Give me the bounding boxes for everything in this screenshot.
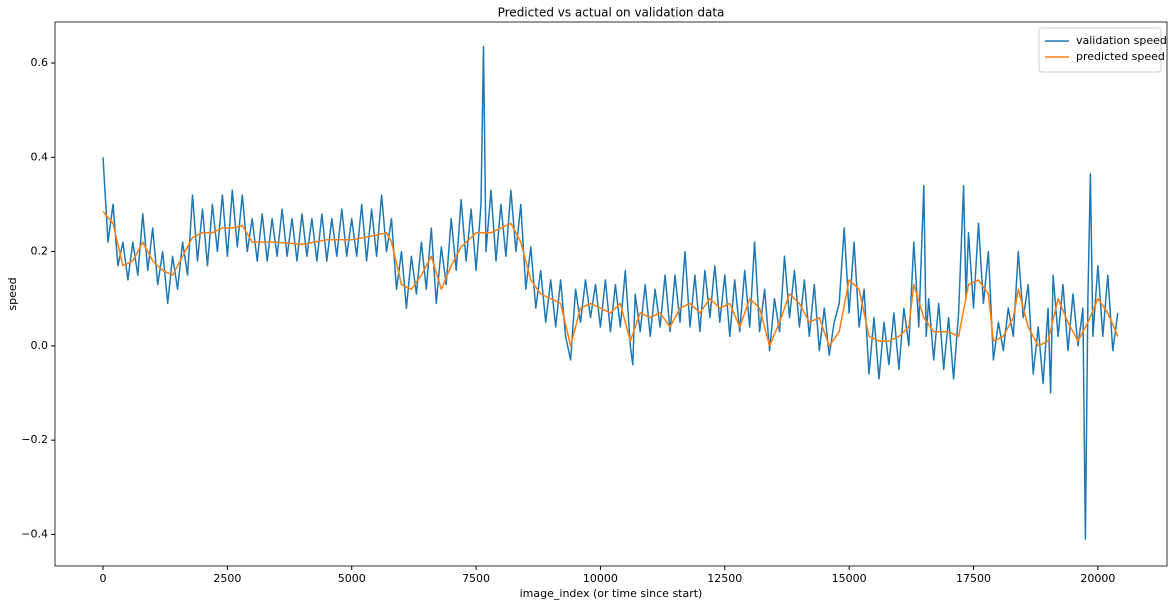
legend-box: [1038, 27, 1162, 73]
x-tick-label: 10000: [583, 572, 618, 585]
x-tick-label: 5000: [338, 572, 366, 585]
y-tick-label: 0.0: [31, 339, 49, 352]
x-tick-label: 0: [100, 572, 107, 585]
x-axis-label: image_index (or time since start): [520, 587, 703, 600]
y-axis-label: speed: [6, 277, 19, 310]
series-line: [102, 211, 1119, 347]
y-tick-label: 0.2: [31, 245, 49, 258]
x-tick-label: 15000: [832, 572, 867, 585]
x-tick-label: 17500: [956, 572, 991, 585]
x-tick-label: 12500: [707, 572, 742, 585]
legend-label: validation speed: [1076, 34, 1167, 47]
legend-label: predicted speed: [1076, 50, 1165, 63]
y-tick-label: 0.4: [31, 150, 49, 163]
x-tick-label: 7500: [462, 572, 490, 585]
y-tick-label: −0.4: [21, 527, 48, 540]
series-line: [102, 45, 1119, 540]
plot-frame: [54, 21, 1168, 567]
y-tick-label: −0.2: [21, 433, 48, 446]
x-tick-label: 2500: [213, 572, 241, 585]
chart-title: Predicted vs actual on validation data: [498, 6, 725, 20]
y-tick-label: 0.6: [31, 56, 49, 69]
x-tick-label: 20000: [1080, 572, 1115, 585]
